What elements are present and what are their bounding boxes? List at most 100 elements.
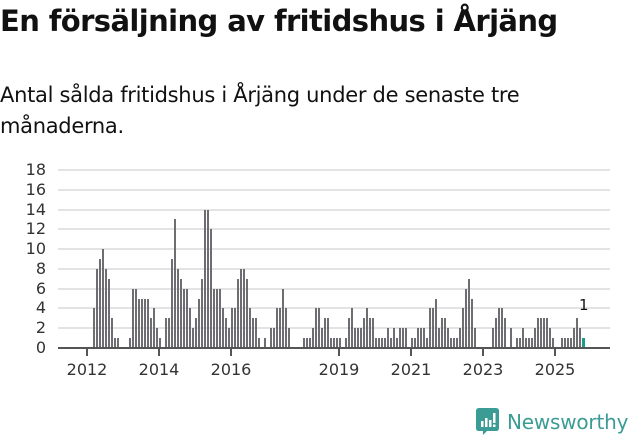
bar (546, 318, 548, 348)
bar (540, 318, 542, 348)
bar (273, 328, 275, 348)
bar (225, 318, 227, 348)
bar (198, 298, 200, 348)
bar (276, 308, 278, 348)
bar (492, 328, 494, 348)
bar (255, 318, 257, 348)
bar (213, 288, 215, 348)
bar (282, 288, 284, 348)
bar (351, 308, 353, 348)
x-tick-label: 2016 (210, 360, 252, 379)
bar (270, 328, 272, 348)
y-tick-label: 12 (25, 219, 46, 239)
bar (405, 328, 407, 348)
x-tick-label: 2025 (534, 360, 576, 379)
bar (414, 338, 416, 348)
bar (192, 328, 194, 348)
bar (516, 338, 518, 348)
bar (369, 318, 371, 348)
chart-subtitle: Antal sålda fritidshus i Årjäng under de… (0, 83, 520, 138)
bar (114, 338, 116, 348)
bar (519, 338, 521, 348)
bar (279, 308, 281, 348)
bar (336, 338, 338, 348)
bar (438, 328, 440, 348)
newsworthy-logo: Newsworthy (476, 408, 628, 436)
bar (552, 338, 554, 348)
x-tick-mark (86, 349, 88, 356)
bar (528, 338, 530, 348)
highlighted-bar (582, 338, 585, 348)
bar (201, 278, 203, 348)
bar (543, 318, 545, 348)
bar-chart-speech-bubble-icon (476, 408, 499, 436)
bar (339, 338, 341, 348)
bar (453, 338, 455, 348)
bar (423, 328, 425, 348)
bar (510, 328, 512, 348)
x-axis-line (58, 347, 610, 349)
bar (303, 338, 305, 348)
bar (243, 268, 245, 348)
bar (159, 338, 161, 348)
bar (234, 308, 236, 348)
bar (441, 318, 443, 348)
bar (495, 318, 497, 348)
bar (471, 298, 473, 348)
bar (468, 278, 470, 348)
bar (501, 308, 503, 348)
chart-title: En försäljning av fritidshus i Årjäng (0, 4, 558, 38)
bar (141, 298, 143, 348)
bar (570, 338, 572, 348)
gridline (58, 188, 610, 191)
bar (168, 318, 170, 348)
bar (144, 298, 146, 348)
bar (384, 338, 386, 348)
bar (375, 338, 377, 348)
x-tick-mark (554, 349, 556, 356)
bar (573, 328, 575, 348)
bar (210, 229, 212, 348)
bar (330, 338, 332, 348)
bar (537, 318, 539, 348)
bar (231, 308, 233, 348)
bar (93, 308, 95, 348)
bar (567, 338, 569, 348)
bar (309, 338, 311, 348)
y-tick-label: 18 (25, 160, 46, 179)
bar (324, 318, 326, 348)
bar (150, 318, 152, 348)
bar-chart: 0 2 4 6 8 10 12 14 16 18 2012 2014 2016 2019 2021 2023 2… (0, 155, 631, 390)
bar (522, 328, 524, 348)
x-tick-mark (410, 349, 412, 356)
bar (378, 338, 380, 348)
x-tick-label: 2023 (462, 360, 504, 379)
bar (564, 338, 566, 348)
bar (264, 338, 266, 348)
bar (288, 328, 290, 348)
bar (249, 308, 251, 348)
bar (204, 209, 206, 348)
bar (417, 328, 419, 348)
bar (105, 268, 107, 348)
bar (549, 328, 551, 348)
y-tick-label: 10 (25, 239, 46, 259)
bar (228, 328, 230, 348)
bar (432, 308, 434, 348)
bar (450, 338, 452, 348)
gridline (58, 287, 610, 290)
gridline (58, 327, 610, 330)
bar (360, 328, 362, 348)
bar (579, 328, 581, 348)
bar (318, 308, 320, 348)
bar (195, 318, 197, 348)
y-tick-label: 4 (35, 298, 46, 318)
bar (348, 318, 350, 348)
bar (444, 318, 446, 348)
y-tick-label: 6 (35, 278, 46, 298)
bar (246, 278, 248, 348)
bar (258, 338, 260, 348)
x-tick-label: 2014 (138, 360, 180, 379)
bar (147, 298, 149, 348)
bar (252, 318, 254, 348)
